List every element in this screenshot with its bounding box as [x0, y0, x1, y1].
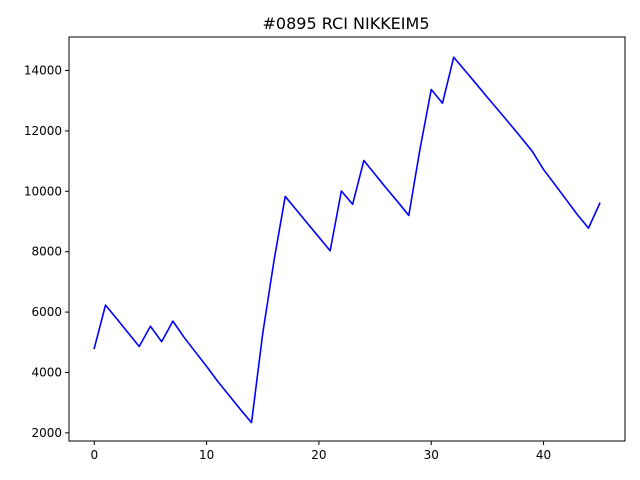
chart-title: #0895 RCI NIKKEIM5 — [263, 14, 430, 33]
y-tick-label: 4000 — [31, 365, 62, 379]
x-tick-label: 40 — [536, 448, 551, 462]
y-tick-label: 12000 — [24, 124, 62, 138]
axis-ticks: 0 10 20 30 40 2000 4000 6000 8000 10000 12000 14000 — [24, 64, 551, 462]
y-tick-label: 6000 — [31, 305, 62, 319]
y-tick-label: 8000 — [31, 245, 62, 259]
x-tick-label: 10 — [199, 448, 214, 462]
x-tick-label: 30 — [424, 448, 439, 462]
series-group — [93, 56, 601, 424]
plot-area-frame — [68, 36, 626, 442]
y-tick-label: 2000 — [31, 426, 62, 440]
x-tick-label: 20 — [311, 448, 326, 462]
x-tick-label: 0 — [90, 448, 98, 462]
y-tick-label: 10000 — [24, 184, 62, 198]
y-tick-label: 14000 — [24, 64, 62, 78]
series-line — [93, 56, 601, 424]
